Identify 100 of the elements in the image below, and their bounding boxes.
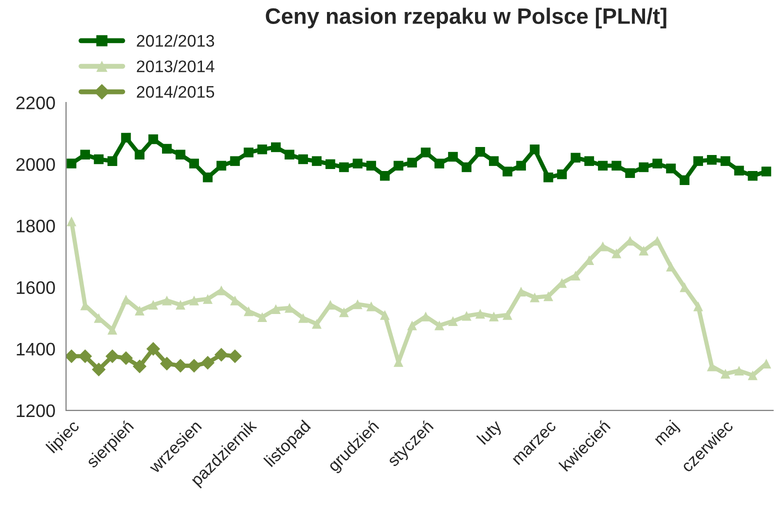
point: [108, 324, 118, 335]
point: [706, 154, 717, 165]
y-tick-label: 1200: [16, 404, 55, 418]
point: [202, 172, 213, 182]
point: [570, 270, 580, 280]
point: [612, 160, 622, 171]
point: [488, 312, 499, 322]
point: [434, 158, 444, 168]
point: [598, 160, 608, 171]
point: [748, 170, 758, 181]
point: [352, 299, 362, 310]
point: [638, 246, 649, 256]
point: [66, 349, 78, 364]
point: [132, 360, 146, 374]
point: [325, 159, 336, 170]
point: [202, 294, 213, 304]
point: [187, 358, 201, 373]
y-tick-label: 2200: [16, 96, 55, 110]
point: [734, 366, 744, 376]
point: [366, 302, 376, 312]
point: [189, 158, 199, 168]
point: [176, 150, 186, 160]
point: [339, 307, 349, 318]
point: [462, 162, 472, 172]
point: [228, 349, 242, 364]
point: [92, 362, 106, 376]
point: [244, 148, 254, 158]
point: [407, 158, 417, 168]
point: [394, 160, 404, 171]
point: [680, 175, 690, 186]
point: [176, 300, 186, 310]
point: [516, 286, 526, 296]
point: [148, 300, 158, 310]
point: [652, 158, 662, 168]
point: [488, 156, 499, 166]
point: [407, 320, 417, 330]
y-tick-label: 1400: [16, 342, 55, 356]
point: [693, 156, 704, 166]
x-tick-label: luty: [476, 418, 505, 448]
point: [530, 144, 540, 154]
point: [257, 144, 268, 154]
legend-label: 2012/2013: [136, 34, 214, 47]
point: [174, 358, 188, 373]
point: [720, 156, 730, 166]
point: [108, 156, 118, 166]
point: [693, 302, 704, 312]
point: [352, 158, 362, 168]
point: [119, 351, 133, 365]
point: [146, 342, 160, 356]
point: [434, 320, 444, 330]
point: [189, 296, 199, 306]
point: [298, 313, 308, 323]
point: [638, 162, 649, 172]
point: [612, 248, 622, 258]
point: [80, 150, 90, 160]
point: [162, 144, 172, 154]
point: [625, 168, 635, 178]
point: [543, 291, 554, 302]
point: [312, 319, 322, 329]
point: [475, 308, 486, 319]
point: [734, 166, 744, 176]
point: [420, 312, 431, 322]
point: [134, 306, 144, 316]
y-tick-label: 1600: [16, 281, 55, 294]
point: [66, 158, 76, 168]
point: [312, 156, 322, 166]
point: [257, 312, 268, 322]
chart-title: Ceny nasion rzepaku w Polsce [PLN/t]: [266, 8, 666, 28]
point: [516, 160, 526, 171]
legend-label: 2013/2014: [136, 60, 214, 72]
point: [160, 356, 174, 370]
point: [475, 146, 486, 157]
point: [298, 154, 308, 164]
point: [557, 169, 567, 180]
point: [105, 349, 120, 364]
point: [666, 164, 676, 174]
point: [148, 134, 158, 144]
point: [543, 172, 554, 182]
point: [270, 304, 281, 314]
point: [530, 292, 540, 302]
point: [448, 152, 458, 162]
point: [121, 132, 131, 143]
point: [200, 356, 215, 370]
y-tick-label: 1800: [16, 220, 55, 232]
point: [761, 166, 772, 176]
point: [720, 368, 730, 379]
x-tick-label: maj: [652, 420, 682, 448]
point: [66, 216, 76, 226]
point: [284, 150, 294, 160]
point: [570, 152, 580, 163]
point: [214, 348, 228, 362]
y-tick-label: 2000: [16, 158, 55, 171]
point: [134, 150, 144, 160]
point: [339, 162, 349, 172]
point: [748, 370, 758, 380]
point: [584, 156, 594, 166]
point: [78, 349, 92, 364]
point: [230, 156, 240, 166]
point: [366, 160, 376, 171]
point: [380, 170, 390, 181]
